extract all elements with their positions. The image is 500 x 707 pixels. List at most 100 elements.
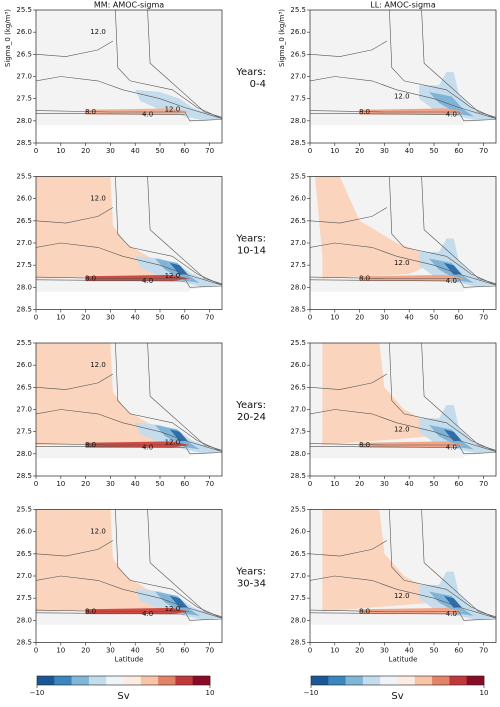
y-tick-label: 26.0 [290,195,306,203]
contour-label: 12.0 [165,272,181,280]
x-tick-label: 60 [180,647,189,655]
positive-field [322,343,434,445]
x-tick-label: 30 [380,314,389,322]
y-tick-label: 25.5 [16,339,32,347]
y-tick-label: 27.5 [290,95,306,103]
contour-label: 12.0 [90,28,106,36]
positive-band [359,108,464,115]
y-tick-label: 27.0 [290,572,306,580]
negative-core [443,595,462,608]
x-tick-label: 0 [308,480,312,488]
positive-band [359,274,464,282]
colorbar-segment [397,676,416,685]
colorbar-segment [466,676,485,685]
contour-line [310,446,459,448]
colorbar-segment [71,676,90,685]
contour-line [421,509,496,618]
panel-title: LL: AMOC-sigma [370,1,436,10]
colorbar-frame [310,675,485,686]
y-tick-label: 28.0 [290,117,306,125]
colorbar-tick-label: 10 [480,689,489,697]
colorbar-segment [380,676,398,685]
x-tick-label: 20 [355,647,364,655]
x-tick-label: 40 [131,314,140,322]
panel-field [36,509,222,625]
panel-field [36,10,222,126]
x-tick-label: 60 [180,147,189,155]
contour-label: 8.0 [359,108,370,116]
panel-field [310,343,496,459]
y-tick-label: 26.0 [16,28,32,36]
x-tick-label: 10 [330,480,339,488]
contour-label: 8.0 [359,274,370,282]
x-tick-label: 70 [205,480,214,488]
x-tick-label: 20 [355,314,364,322]
x-tick-label: 0 [308,647,312,655]
x-tick-label: 70 [205,647,214,655]
contour-line [310,609,496,621]
contour-line [36,242,222,286]
x-tick-label: 20 [355,147,364,155]
contour-line [36,276,222,288]
y-tick-label: 26.0 [290,361,306,369]
contour-label: 12.0 [165,438,181,446]
y-tick-label: 26.5 [290,50,306,58]
contour-label: 8.0 [359,441,370,449]
panel-field [310,176,496,292]
y-tick-label: 25.5 [290,339,306,347]
y-tick-label: 26.0 [290,528,306,536]
contour-label: 12.0 [394,425,410,433]
y-tick-label: 27.5 [16,428,32,436]
colorbar-segment [123,676,142,685]
contour-label: 4.0 [142,444,153,452]
contour-line [147,10,222,118]
x-tick-label: 0 [34,480,38,488]
contour-label: 12.0 [90,528,106,536]
row-label: Years: [235,234,266,245]
contour-label: 12.0 [165,605,181,613]
negative-field [429,92,474,117]
x-axis-label: Latitude [115,656,144,664]
contour-line [310,276,496,288]
y-tick-label: 26.5 [290,383,306,391]
x-tick-label: 20 [81,147,90,155]
contour-line [421,176,496,285]
contour-line [310,612,459,615]
x-tick-label: 20 [81,647,90,655]
contour-label: 8.0 [85,607,96,615]
colorbar-frame [36,675,211,686]
panel-field [310,509,496,625]
contour-line [36,575,222,619]
x-tick-label: 70 [479,314,488,322]
y-tick-label: 27.0 [16,73,32,81]
y-tick-label: 27.0 [290,73,306,81]
y-tick-label: 26.5 [290,550,306,558]
colorbar-label: Sv [391,691,403,702]
x-tick-label: 40 [405,314,414,322]
contour-line [36,609,222,621]
y-tick-label: 27.5 [290,428,306,436]
contour-line [147,509,222,618]
contour-line [36,612,185,615]
contour-line [36,76,222,119]
contour-line [36,279,185,282]
x-tick-label: 10 [330,147,339,155]
x-tick-label: 20 [81,480,90,488]
x-tick-label: 20 [355,480,364,488]
x-tick-label: 0 [34,647,38,655]
x-tick-label: 10 [330,647,339,655]
row-label: Years: [235,67,266,78]
colorbar-segment [192,676,211,685]
x-tick-label: 50 [156,314,165,322]
contour-line [36,443,222,455]
contour-line [310,540,388,557]
y-tick-label: 28.0 [290,283,306,291]
x-tick-label: 60 [454,480,463,488]
x-tick-label: 0 [308,314,312,322]
y-tick-label: 28.0 [16,283,32,291]
y-tick-label: 27.5 [290,594,306,602]
y-tick-label: 28.0 [290,450,306,458]
contour-label: 4.0 [446,111,457,119]
colorbar-segment [106,676,124,685]
